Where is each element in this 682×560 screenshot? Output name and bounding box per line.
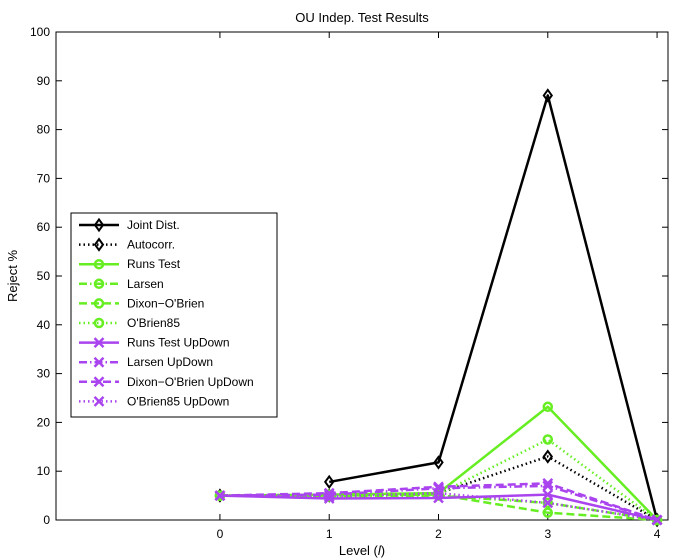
- x-tick-label: 1: [326, 527, 333, 541]
- data-point: [323, 474, 335, 490]
- legend-label: Larsen UpDown: [127, 355, 213, 369]
- data-point: [433, 487, 444, 499]
- data-point: [542, 489, 554, 501]
- legend-label: O'Brien85: [127, 316, 180, 330]
- legend-label: Joint Dist.: [127, 218, 180, 232]
- legend-marker: [93, 217, 105, 233]
- y-tick-label: 10: [37, 464, 51, 478]
- plot-area: 0 10 20 30 40 50 60 70 80 90 100 0 1 2 3 4: [30, 25, 669, 541]
- x-tick-label: 2: [435, 527, 442, 541]
- data-point: [542, 434, 554, 445]
- legend-label: Dixon−O'Brien UpDown: [127, 375, 254, 389]
- data-point: [214, 490, 226, 501]
- legend-marker: [93, 298, 105, 309]
- data-point: [542, 478, 554, 489]
- legend-marker: [93, 237, 105, 252]
- legend-item: Dixon−O'Brien: [79, 296, 204, 310]
- legend-marker: [93, 376, 105, 388]
- legend-marker: [93, 356, 105, 368]
- y-axis-label: Reject %: [5, 250, 20, 302]
- legend-item: O'Brien85 UpDown: [79, 394, 229, 408]
- y-tick-label: 70: [37, 171, 51, 185]
- x-tick-label: 4: [654, 527, 661, 541]
- y-tick-label: 30: [37, 367, 51, 381]
- x-tick-label: 3: [544, 527, 551, 541]
- legend-item: Larsen: [79, 277, 164, 291]
- series-line: [328, 94, 659, 521]
- legend-item: Runs Test: [79, 257, 181, 271]
- legend-label: Autocorr.: [127, 238, 175, 252]
- legend-item: Runs Test UpDown: [79, 336, 230, 350]
- legend-item: O'Brien85: [79, 316, 180, 330]
- y-tick-label: 80: [37, 123, 51, 137]
- data-point: [323, 487, 335, 499]
- legend-item: Autocorr.: [79, 237, 175, 252]
- y-tick-label: 20: [37, 415, 51, 429]
- y-tick-label: 100: [30, 25, 50, 39]
- data-point: [542, 497, 554, 509]
- y-tick-label: 40: [37, 318, 51, 332]
- y-tick-label: 60: [37, 220, 51, 234]
- legend-marker: [93, 317, 105, 329]
- data-point: [651, 514, 663, 526]
- chart-title: OU Indep. Test Results: [295, 10, 429, 25]
- series-line: [219, 491, 658, 522]
- legend-marker: [93, 258, 105, 270]
- data-point: [542, 401, 554, 413]
- x-tick-label: 0: [217, 527, 224, 541]
- legend-item: Dixon−O'Brien UpDown: [79, 375, 254, 389]
- legend-label: O'Brien85 UpDown: [127, 394, 229, 408]
- data-point: [542, 449, 554, 464]
- legend-label: Larsen: [127, 277, 164, 291]
- data-point: [542, 88, 554, 103]
- legend-marker: [93, 396, 105, 407]
- legend-marker: [93, 337, 105, 348]
- data-point: [433, 455, 444, 470]
- legend-label: Dixon−O'Brien: [127, 296, 204, 310]
- series-9: [214, 487, 663, 526]
- y-tick-label: 50: [37, 269, 51, 283]
- series-0: [323, 88, 663, 528]
- data-point: [323, 491, 335, 502]
- legend: Joint Dist. Autocorr. Runs Test Larsen Dixon…: [70, 212, 278, 418]
- legend-marker: [93, 278, 105, 290]
- y-tick-label: 0: [43, 513, 50, 527]
- data-point: [542, 507, 554, 518]
- legend-item: Joint Dist.: [79, 217, 180, 233]
- legend-label: Runs Test UpDown: [127, 336, 230, 350]
- y-tick-label: 90: [37, 74, 51, 88]
- x-axis-label: Level (l): [339, 543, 385, 558]
- legend-label: Runs Test: [127, 257, 181, 271]
- legend-item: Larsen UpDown: [79, 355, 213, 369]
